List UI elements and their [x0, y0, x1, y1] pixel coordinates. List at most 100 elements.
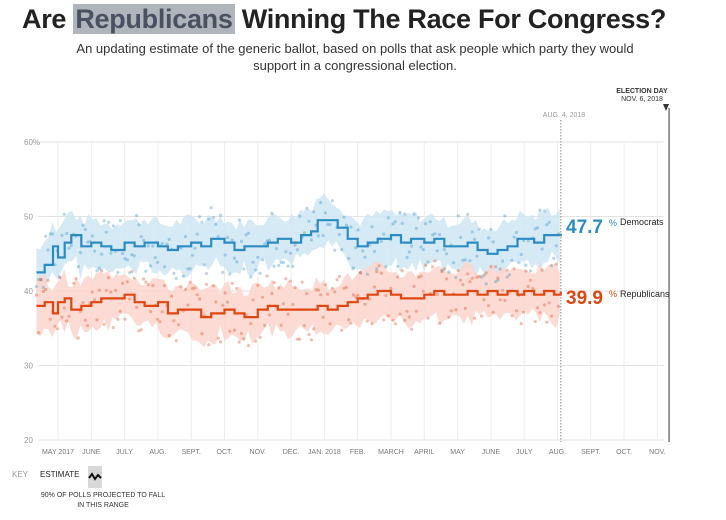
dem-poll-dot	[58, 275, 62, 279]
rep-poll-dot	[114, 288, 118, 292]
rep-poll-dot	[477, 275, 481, 279]
rep-poll-dot	[288, 279, 292, 283]
election-day-arrow-icon	[663, 104, 669, 111]
rep-poll-dot	[172, 319, 176, 323]
rep-poll-dot	[386, 314, 390, 318]
dem-poll-dot	[361, 249, 365, 253]
rep-poll-dot	[214, 300, 218, 304]
dem-poll-dot	[368, 243, 372, 247]
dem-poll-dot	[200, 220, 204, 224]
dem-estimate-line	[36, 219, 562, 274]
rep-poll-dot	[258, 335, 262, 339]
dem-poll-dot	[514, 231, 519, 235]
rep-poll-dot	[97, 288, 101, 292]
dem-poll-dot	[225, 235, 230, 240]
rep-poll-dot	[407, 315, 411, 319]
dem-poll-dot	[284, 250, 288, 254]
dem-poll-dot	[354, 246, 358, 250]
dem-poll-dot	[540, 247, 544, 251]
rep-poll-dot	[351, 293, 355, 297]
rep-poll-dot	[358, 271, 362, 275]
rep-poll-dot	[440, 269, 444, 274]
dem-poll-dot	[498, 267, 502, 271]
rep-poll-dot	[190, 287, 195, 291]
dem-poll-dot	[128, 271, 132, 275]
rep-poll-dot	[128, 297, 132, 301]
axes: 20 30 40 50 60% MAY 2017 JUNE JULY AUG. SEPT. OCT.…	[24, 108, 670, 456]
rep-poll-dot	[503, 298, 507, 302]
rep-poll-dot	[249, 322, 253, 326]
rep-poll-dot	[188, 280, 192, 284]
rep-poll-dot	[144, 280, 148, 284]
dem-poll-dot	[328, 222, 332, 227]
x-tick-label: FEB.	[350, 449, 366, 456]
dem-poll-dot	[512, 235, 516, 239]
x-tick-label: AUG.	[149, 449, 166, 456]
x-tick-label: OCT.	[616, 449, 632, 456]
dem-poll-dot	[379, 239, 383, 243]
dem-poll-dot	[195, 232, 199, 236]
dem-poll-dot	[393, 220, 397, 224]
dem-poll-dot	[323, 211, 327, 215]
rep-poll-dot	[116, 317, 120, 321]
dem-poll-dot	[461, 258, 465, 262]
rep-percent-sign: %	[609, 289, 617, 299]
dem-poll-dot	[172, 271, 176, 275]
rep-poll-dot	[170, 294, 174, 298]
rep-poll-dot	[295, 337, 299, 341]
rep-poll-dot	[316, 288, 320, 292]
dem-poll-dot	[51, 232, 55, 236]
rep-poll-dot	[468, 280, 472, 284]
rep-poll-dot	[514, 309, 519, 313]
rep-poll-dot	[456, 269, 460, 273]
rep-poll-dot	[230, 281, 234, 285]
dem-poll-dot	[167, 237, 171, 241]
dem-poll-dot	[403, 212, 407, 216]
dem-poll-dot	[487, 236, 491, 240]
dem-poll-dot	[384, 265, 388, 269]
rep-poll-dot	[41, 289, 45, 294]
x-tick-label: SEPT.	[581, 449, 601, 456]
dem-poll-dot	[370, 225, 374, 229]
dem-poll-dot	[400, 221, 404, 225]
rep-poll-dot	[151, 283, 155, 288]
dem-poll-dot	[160, 241, 164, 246]
rep-poll-dot	[60, 315, 64, 319]
dem-poll-dot	[286, 264, 290, 268]
dem-poll-dot	[349, 225, 353, 229]
dem-poll-dot	[435, 249, 439, 253]
dem-poll-dot	[228, 272, 232, 276]
rep-poll-dot	[480, 314, 484, 318]
x-tick-label: JAN. 2018	[308, 449, 341, 456]
rep-poll-dot	[307, 332, 311, 337]
rep-poll-dot	[237, 340, 241, 344]
rep-poll-dot	[123, 317, 127, 321]
rep-poll-dot	[130, 270, 134, 274]
dem-poll-dot	[218, 213, 223, 217]
dem-poll-dot	[272, 264, 276, 268]
rep-poll-dot	[501, 288, 505, 293]
rep-poll-dot	[368, 297, 372, 301]
rep-poll-dot	[328, 322, 332, 326]
rep-poll-dot	[442, 267, 446, 271]
rep-poll-dot	[466, 272, 470, 276]
rep-poll-dot	[375, 270, 379, 274]
dem-poll-dot	[337, 233, 341, 237]
dem-poll-dot	[517, 261, 521, 265]
rep-poll-dot	[232, 328, 237, 332]
dem-poll-dot	[428, 220, 432, 224]
x-tick-label: JUNE	[482, 449, 501, 456]
rep-poll-dot	[44, 287, 48, 292]
rep-poll-dot	[183, 287, 188, 292]
rep-poll-dot	[487, 304, 491, 308]
party-toggle[interactable]: Republicans	[73, 4, 235, 34]
dem-poll-dot	[538, 208, 542, 212]
rep-poll-dot	[549, 314, 554, 318]
dem-poll-dot	[356, 228, 360, 232]
rep-poll-dot	[445, 277, 449, 281]
rep-poll-dot	[400, 269, 404, 273]
rep-poll-dot	[545, 320, 549, 324]
rep-poll-dot	[542, 303, 547, 307]
rep-poll-dot	[193, 286, 197, 290]
